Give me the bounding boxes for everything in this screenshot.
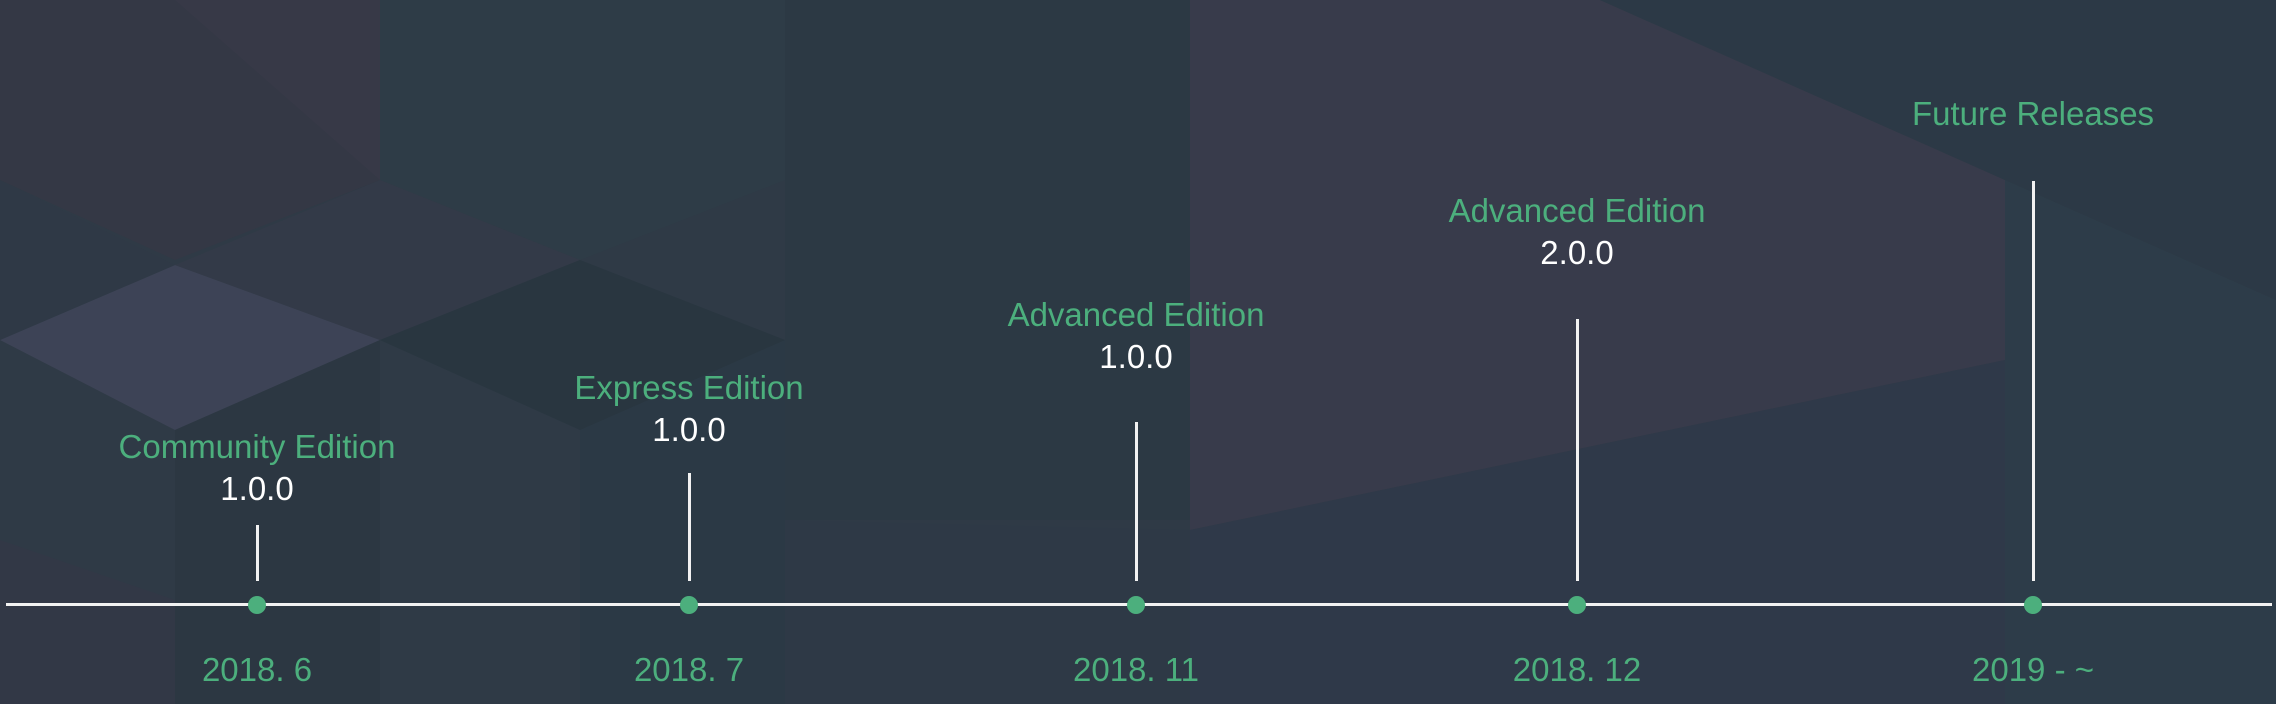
date-label: 2018. 12 (1512, 651, 1642, 688)
edition-label: Express Edition (574, 369, 804, 406)
milestone-stem (687, 473, 691, 581)
milestone-marker (1568, 596, 1586, 614)
version-label: 1.0.0 (1099, 338, 1173, 375)
milestone-stem (255, 525, 259, 581)
date-label: 2018. 7 (633, 651, 745, 688)
edition-label: Advanced Edition (1448, 192, 1706, 229)
version-label: 2.0.0 (1540, 234, 1614, 271)
edition-label: Advanced Edition (1007, 296, 1265, 333)
date-label: 2018. 6 (201, 651, 313, 688)
milestone-marker (248, 596, 266, 614)
edition-label: Future Releases (1911, 95, 2155, 132)
milestone-marker (680, 596, 698, 614)
date-label: 2019 - ~ (1971, 651, 2095, 688)
milestone-stem (2031, 181, 2035, 581)
milestone-stem (1575, 319, 1579, 581)
edition-label: Community Edition (118, 428, 396, 465)
milestone-marker (1127, 596, 1145, 614)
milestone-marker (2024, 596, 2042, 614)
version-label: 1.0.0 (220, 470, 294, 507)
version-label: 1.0.0 (652, 411, 726, 448)
milestone-stem (1134, 422, 1138, 581)
date-label: 2018. 11 (1072, 651, 1200, 688)
